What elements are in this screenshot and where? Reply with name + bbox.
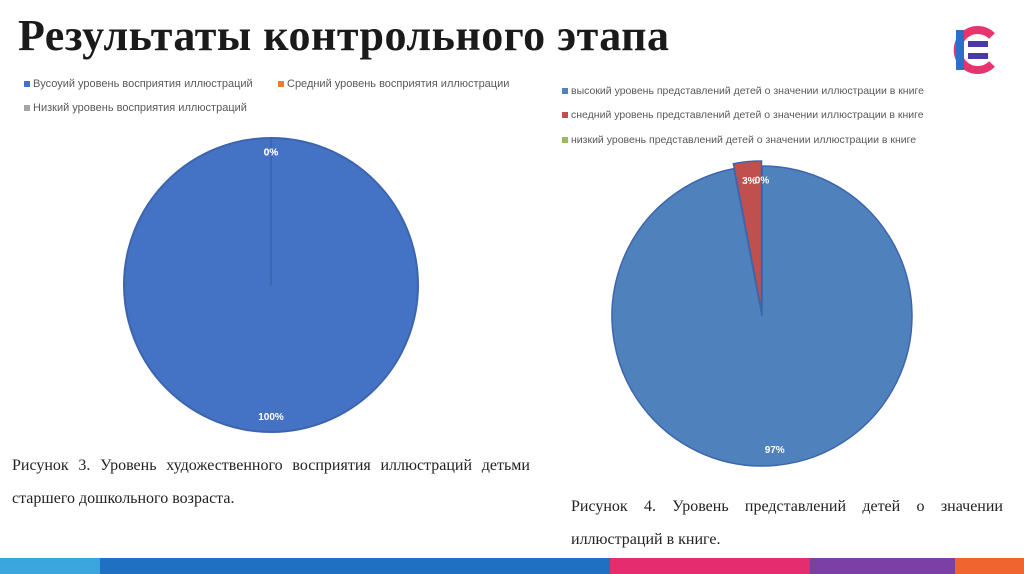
figure-caption: Рисунок 4. Уровень представлений детей о… <box>571 498 1003 548</box>
legend-swatch <box>278 81 284 87</box>
data-label: 3% <box>742 176 757 187</box>
data-label: 0% <box>755 176 770 187</box>
slide-title: Результаты контрольного этапа <box>18 11 670 60</box>
legend-swatch <box>562 88 568 94</box>
legend-swatch <box>562 112 568 118</box>
legend-swatch <box>24 81 30 87</box>
data-label: 97% <box>765 445 785 456</box>
figure-caption: Рисунок 3. Уровень художественного воспр… <box>12 457 530 507</box>
data-label: 0% <box>264 147 279 158</box>
legend-label: Вусоуий уровень восприятия иллюстраций <box>33 78 253 90</box>
legend-label: Средний уровень восприятия иллюстрации <box>287 78 509 90</box>
legend-swatch <box>562 137 568 143</box>
bottom-stripe <box>0 558 1024 574</box>
logo <box>953 26 995 74</box>
data-label: 100% <box>258 412 284 423</box>
legend-label: Низкий уровень восприятия иллюстраций <box>33 102 247 114</box>
legend-label: снедний уровень представлений детей о зн… <box>571 109 924 121</box>
legend-label: высокий уровень представлений детей о зн… <box>571 85 924 97</box>
legend-swatch <box>24 105 30 111</box>
pie-slice <box>732 160 763 312</box>
legend-label: низкий уровень представлений детей о зна… <box>571 134 916 146</box>
